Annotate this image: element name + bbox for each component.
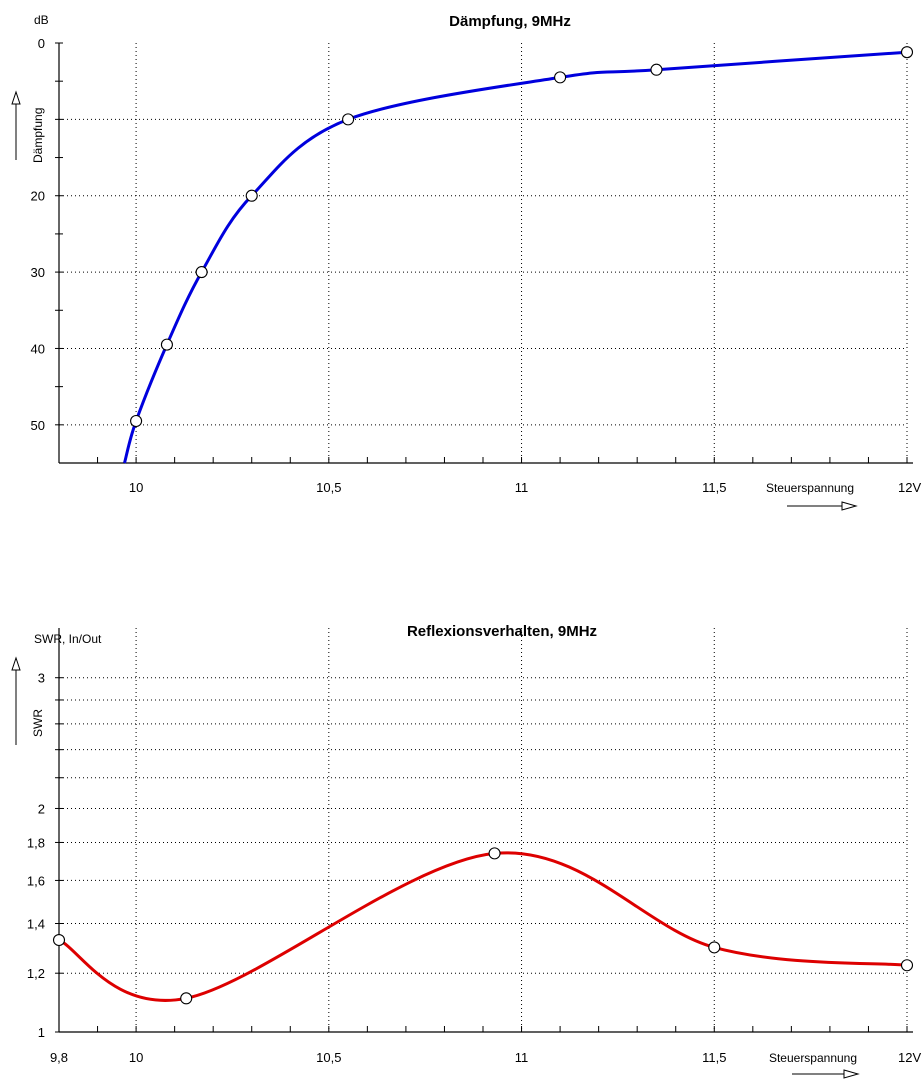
x-axis-label-group: Steuerspannung 12V bbox=[766, 480, 921, 511]
data-point bbox=[900, 46, 914, 59]
grid bbox=[59, 43, 908, 463]
data-point bbox=[160, 338, 173, 351]
chart-title: Dämpfung, 9MHz bbox=[449, 13, 571, 30]
x-end-label: 12V bbox=[898, 1050, 921, 1065]
x-axis-label: Steuerspannung bbox=[766, 481, 854, 495]
reflection-chart: Reflexionsverhalten, 9MHz SWR, In/Out SW… bbox=[11, 623, 921, 1079]
y-unit-label: SWR, In/Out bbox=[34, 632, 102, 646]
chart-title: Reflexionsverhalten, 9MHz bbox=[407, 623, 597, 640]
y-tick-label: 1,2 bbox=[27, 966, 45, 981]
data-points bbox=[130, 46, 914, 428]
y-axis-label: Dämpfung bbox=[31, 108, 45, 163]
series-line bbox=[123, 50, 908, 464]
y-tick-label: 0 bbox=[38, 36, 45, 51]
data-point bbox=[245, 189, 258, 202]
ticks bbox=[55, 42, 913, 464]
x-axis-arrow-head bbox=[841, 501, 858, 511]
x-tick-label: 11,5 bbox=[702, 480, 726, 495]
tick-labels: 1 1,2 1,4 1,6 1,8 2 3 9,8 10 10,5 11 11,5 bbox=[27, 671, 727, 1065]
data-point bbox=[488, 847, 501, 860]
y-tick-label: 30 bbox=[31, 265, 45, 280]
data-point bbox=[342, 113, 355, 126]
attenuation-chart: Dämpfung, 9MHz dB Dämpfung 0 20 30 40 50 10 10… bbox=[11, 13, 921, 511]
x-tick-label: 10,5 bbox=[316, 480, 341, 495]
y-unit-label: dB bbox=[34, 13, 49, 27]
x-axis-label-group: Steuerspannung 12V bbox=[769, 1050, 921, 1079]
series-line bbox=[58, 851, 908, 1002]
x-axis-label: Steuerspannung bbox=[769, 1051, 857, 1065]
data-points bbox=[52, 847, 914, 1005]
x-end-label: 12V bbox=[898, 480, 921, 495]
y-tick-label: 2 bbox=[38, 801, 45, 816]
data-point bbox=[195, 266, 208, 279]
tick-labels: 0 20 30 40 50 10 10,5 11 11,5 bbox=[31, 36, 727, 495]
data-point bbox=[130, 414, 143, 428]
data-point bbox=[180, 992, 193, 1005]
x-tick-label: 11 bbox=[515, 480, 529, 495]
data-point bbox=[900, 959, 914, 972]
y-tick-label: 20 bbox=[31, 189, 45, 204]
data-point bbox=[650, 63, 663, 76]
ticks bbox=[55, 628, 913, 1033]
y-axis-label-group: Dämpfung bbox=[11, 90, 45, 163]
y-tick-label: 3 bbox=[38, 671, 45, 686]
y-tick-label: 1,6 bbox=[27, 873, 45, 888]
y-axis-label-group: SWR bbox=[11, 656, 45, 745]
y-axis-arrow-head bbox=[11, 90, 21, 105]
x-tick-label: 10 bbox=[129, 1050, 143, 1065]
y-tick-label: 1,8 bbox=[27, 835, 45, 850]
y-axis-arrow-head bbox=[11, 656, 21, 671]
x-tick-label: 9,8 bbox=[50, 1050, 68, 1065]
y-tick-label: 1 bbox=[38, 1025, 45, 1040]
x-axis-arrow-head bbox=[843, 1069, 860, 1079]
data-point bbox=[708, 941, 721, 954]
y-tick-label: 40 bbox=[31, 341, 45, 356]
y-tick-label: 1,4 bbox=[27, 916, 45, 931]
y-axis-label: SWR bbox=[31, 709, 45, 737]
grid bbox=[59, 628, 908, 1032]
x-tick-label: 10 bbox=[129, 480, 143, 495]
x-tick-label: 11,5 bbox=[702, 1050, 726, 1065]
x-tick-label: 11 bbox=[515, 1050, 529, 1065]
data-point bbox=[52, 933, 66, 947]
x-tick-label: 10,5 bbox=[316, 1050, 341, 1065]
data-point bbox=[554, 71, 567, 84]
y-tick-label: 50 bbox=[31, 418, 45, 433]
